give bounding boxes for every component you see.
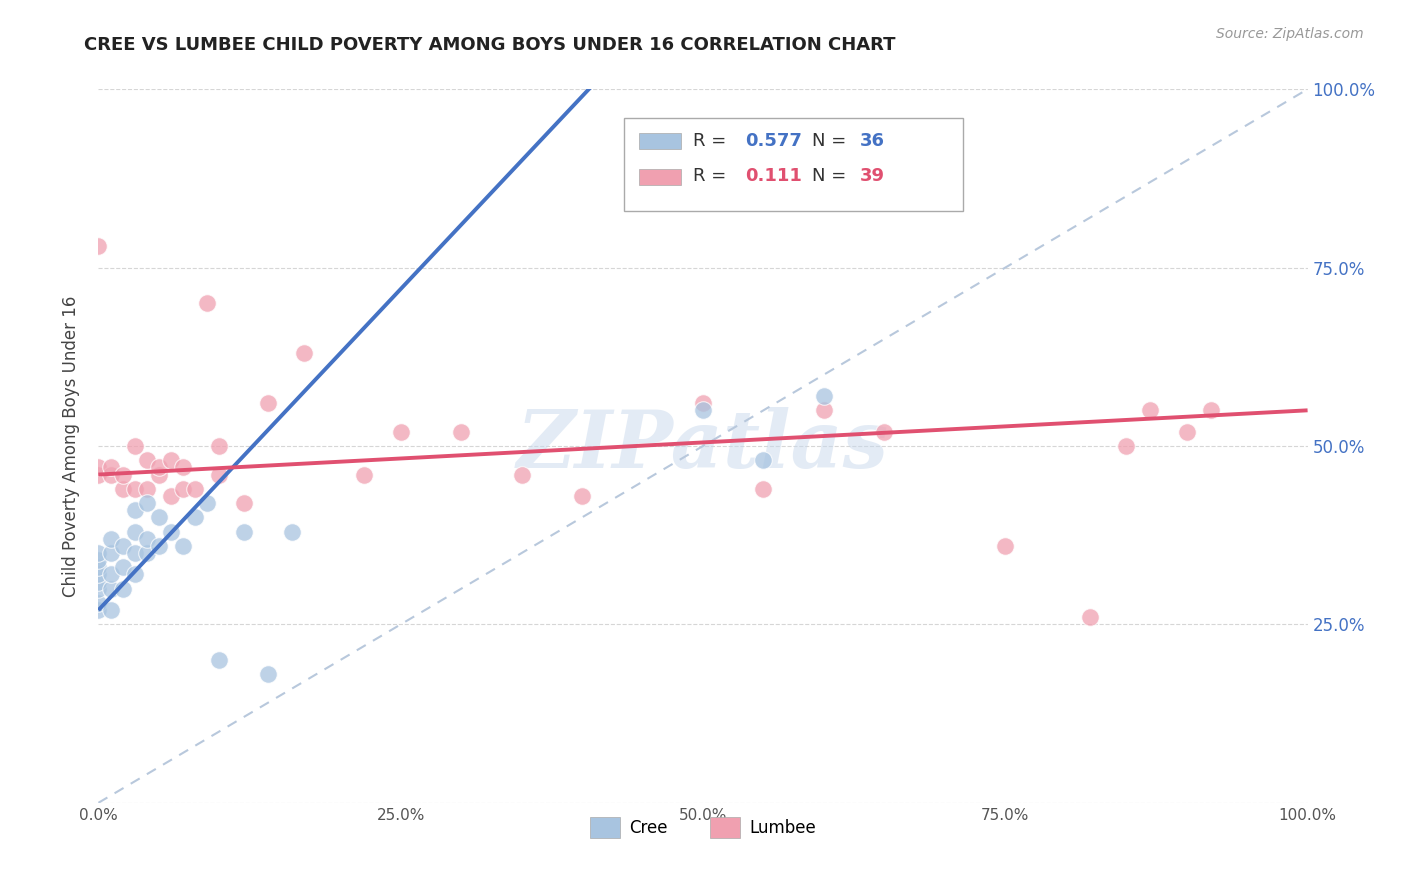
Point xyxy=(100,532,122,546)
Y-axis label: Child Poverty Among Boys Under 16: Child Poverty Among Boys Under 16 xyxy=(62,295,80,597)
Point xyxy=(281,524,304,539)
Point xyxy=(160,524,183,539)
Point xyxy=(135,532,157,546)
Point xyxy=(100,582,122,596)
Point xyxy=(124,567,146,582)
Point xyxy=(813,389,835,403)
Point xyxy=(87,603,110,617)
Point xyxy=(1078,610,1101,624)
Point xyxy=(184,482,207,496)
Point xyxy=(87,560,110,574)
Text: N =: N = xyxy=(811,132,852,150)
Text: 36: 36 xyxy=(860,132,886,150)
Point xyxy=(184,510,207,524)
Point xyxy=(124,524,146,539)
Point xyxy=(148,467,170,482)
Point xyxy=(692,403,714,417)
Point xyxy=(172,460,194,475)
Point xyxy=(135,546,157,560)
Point xyxy=(100,546,122,560)
Text: 0.577: 0.577 xyxy=(745,132,803,150)
Point xyxy=(450,425,472,439)
Point xyxy=(87,553,110,567)
Point xyxy=(994,539,1017,553)
Point xyxy=(1139,403,1161,417)
Point xyxy=(292,346,315,360)
Point xyxy=(111,539,134,553)
Point xyxy=(135,496,157,510)
Point xyxy=(135,453,157,467)
Text: R =: R = xyxy=(693,168,733,186)
Point xyxy=(752,453,775,467)
Text: CREE VS LUMBEE CHILD POVERTY AMONG BOYS UNDER 16 CORRELATION CHART: CREE VS LUMBEE CHILD POVERTY AMONG BOYS … xyxy=(84,36,896,54)
Point xyxy=(87,574,110,589)
FancyBboxPatch shape xyxy=(638,169,682,185)
FancyBboxPatch shape xyxy=(624,118,963,211)
Point xyxy=(87,467,110,482)
Point xyxy=(208,439,231,453)
Point xyxy=(111,582,134,596)
Point xyxy=(752,482,775,496)
Point xyxy=(100,567,122,582)
Point xyxy=(87,239,110,253)
Point xyxy=(232,496,254,510)
Point xyxy=(1199,403,1222,417)
Point xyxy=(87,596,110,610)
Point xyxy=(124,546,146,560)
Point xyxy=(100,603,122,617)
Point xyxy=(873,425,896,439)
Text: ZIPatlas: ZIPatlas xyxy=(517,408,889,484)
Point xyxy=(87,567,110,582)
Point xyxy=(124,439,146,453)
Point xyxy=(1175,425,1198,439)
FancyBboxPatch shape xyxy=(638,134,682,149)
Point xyxy=(148,510,170,524)
Point xyxy=(160,453,183,467)
Point xyxy=(172,539,194,553)
Text: Source: ZipAtlas.com: Source: ZipAtlas.com xyxy=(1216,27,1364,41)
Point xyxy=(195,296,218,310)
Text: R =: R = xyxy=(693,132,733,150)
Point xyxy=(1115,439,1137,453)
Point xyxy=(100,467,122,482)
Point xyxy=(208,653,231,667)
Point xyxy=(160,489,183,503)
Point xyxy=(148,539,170,553)
Point xyxy=(100,460,122,475)
Text: 39: 39 xyxy=(860,168,886,186)
Point xyxy=(172,482,194,496)
Text: 0.111: 0.111 xyxy=(745,168,803,186)
Point xyxy=(232,524,254,539)
Point xyxy=(87,546,110,560)
Point xyxy=(87,460,110,475)
Point xyxy=(208,467,231,482)
Point xyxy=(692,396,714,410)
Point xyxy=(389,425,412,439)
Text: N =: N = xyxy=(811,168,852,186)
Point xyxy=(813,403,835,417)
Point xyxy=(124,503,146,517)
Legend: Cree, Lumbee: Cree, Lumbee xyxy=(583,811,823,845)
Point xyxy=(111,482,134,496)
Point xyxy=(510,467,533,482)
Point xyxy=(87,582,110,596)
Point xyxy=(148,460,170,475)
Point xyxy=(195,496,218,510)
Point xyxy=(124,482,146,496)
Point xyxy=(111,467,134,482)
Point xyxy=(353,467,375,482)
Point xyxy=(135,482,157,496)
Point xyxy=(571,489,593,503)
Point xyxy=(111,560,134,574)
Point xyxy=(256,396,278,410)
Point xyxy=(256,667,278,681)
